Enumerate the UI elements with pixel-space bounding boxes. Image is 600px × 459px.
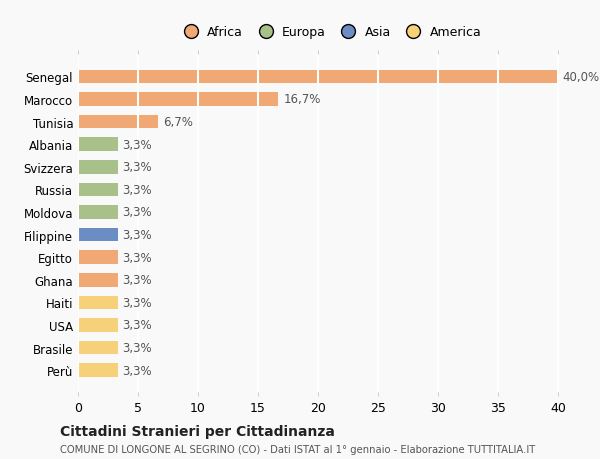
- Bar: [78, 70, 558, 84]
- Text: 3,3%: 3,3%: [122, 206, 152, 219]
- Bar: [78, 251, 118, 264]
- Bar: [78, 319, 118, 332]
- Text: 16,7%: 16,7%: [283, 93, 320, 106]
- Bar: [78, 274, 118, 287]
- Bar: [78, 228, 118, 242]
- Bar: [78, 93, 278, 106]
- Bar: [78, 296, 118, 309]
- Text: 3,3%: 3,3%: [122, 184, 152, 196]
- Bar: [78, 206, 118, 219]
- Bar: [78, 183, 118, 197]
- Legend: Africa, Europa, Asia, America: Africa, Europa, Asia, America: [173, 21, 487, 44]
- Bar: [78, 138, 118, 151]
- Text: 3,3%: 3,3%: [122, 341, 152, 354]
- Bar: [78, 116, 158, 129]
- Bar: [78, 364, 118, 377]
- Text: 40,0%: 40,0%: [563, 71, 600, 84]
- Text: 3,3%: 3,3%: [122, 296, 152, 309]
- Text: 3,3%: 3,3%: [122, 229, 152, 241]
- Text: Cittadini Stranieri per Cittadinanza: Cittadini Stranieri per Cittadinanza: [60, 425, 335, 438]
- Text: 3,3%: 3,3%: [122, 251, 152, 264]
- Text: 3,3%: 3,3%: [122, 161, 152, 174]
- Text: COMUNE DI LONGONE AL SEGRINO (CO) - Dati ISTAT al 1° gennaio - Elaborazione TUTT: COMUNE DI LONGONE AL SEGRINO (CO) - Dati…: [60, 444, 535, 454]
- Text: 3,3%: 3,3%: [122, 138, 152, 151]
- Text: 6,7%: 6,7%: [163, 116, 193, 129]
- Bar: [78, 341, 118, 354]
- Text: 3,3%: 3,3%: [122, 364, 152, 377]
- Bar: [78, 161, 118, 174]
- Text: 3,3%: 3,3%: [122, 274, 152, 286]
- Text: 3,3%: 3,3%: [122, 319, 152, 332]
